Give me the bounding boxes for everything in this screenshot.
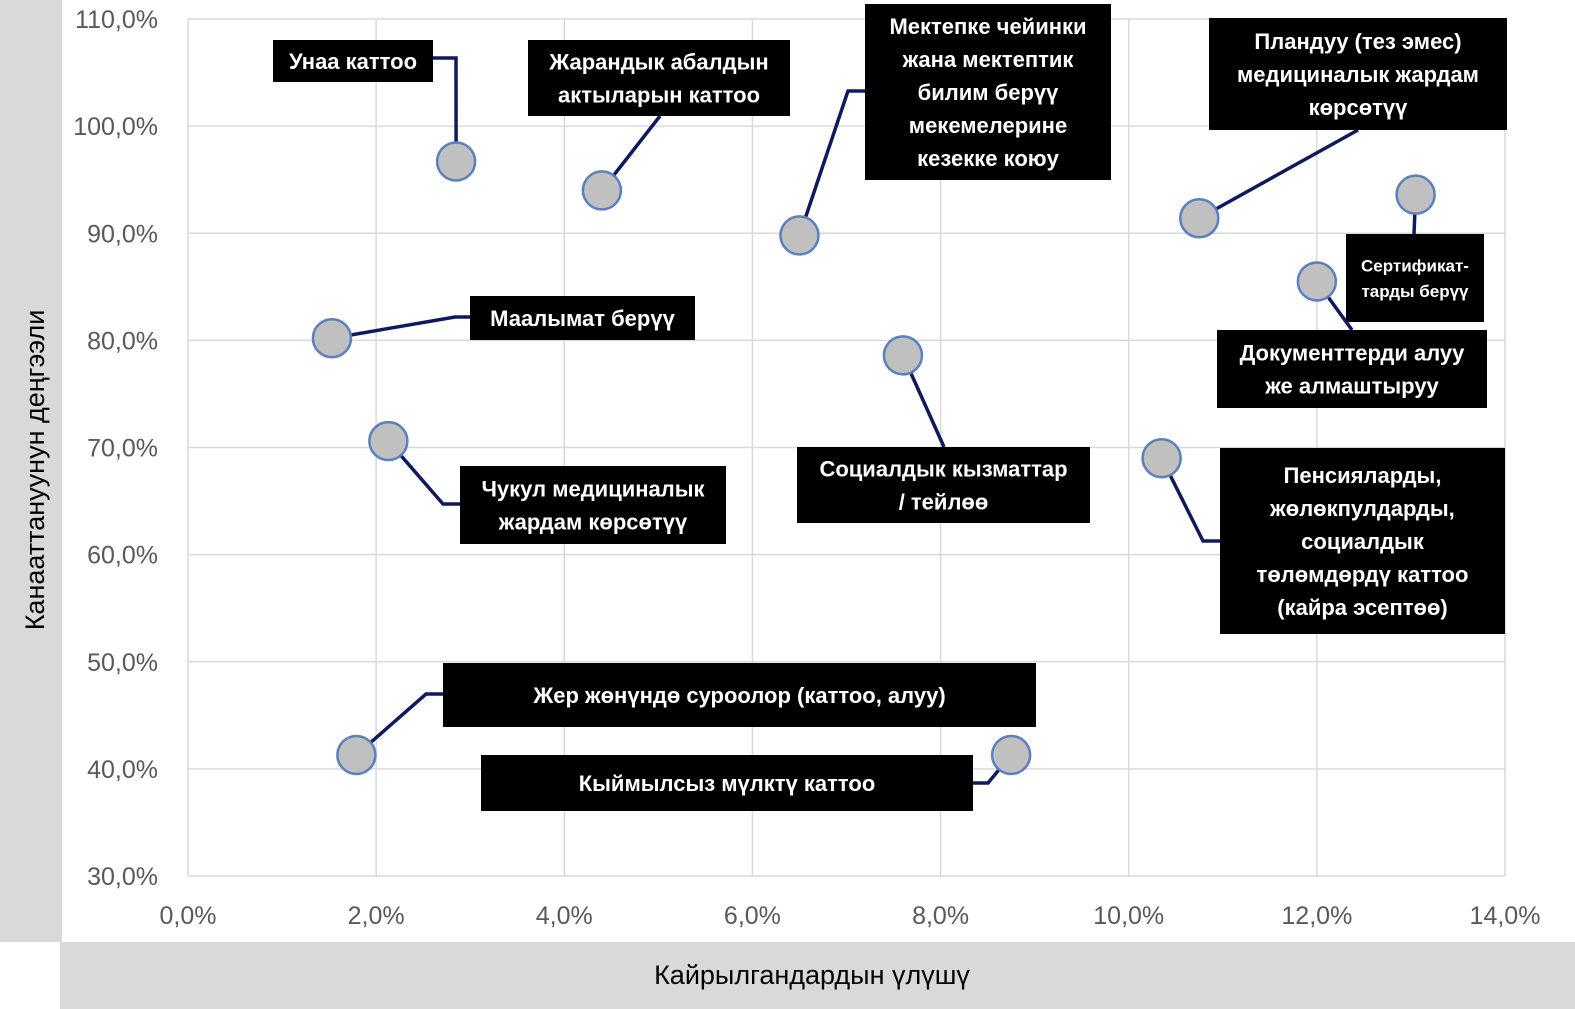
data-point bbox=[311, 317, 353, 359]
data-label-text: Чукул медициналык жардам көрсөтүүЧукул м… bbox=[481, 476, 705, 534]
y-tick-label: 40,0% bbox=[87, 756, 158, 784]
data-label: Социалдык кызматтар / тейлөөСоциалдык кы… bbox=[797, 447, 1090, 523]
data-label-text: Пландуу (тез эмес) медициналык жардам кө… bbox=[1237, 29, 1479, 120]
data-point bbox=[1296, 261, 1338, 302]
data-label-box bbox=[470, 296, 695, 340]
data-label-text: Кыймылсыз мүлктү каттооКыймылсыз мүлктү … bbox=[579, 771, 876, 796]
data-label: Пенсияларды, жөлөкпулдарды, социалдык тө… bbox=[1220, 448, 1505, 634]
data-point bbox=[1179, 198, 1220, 239]
data-label-text: Социалдык кызматтар / тейлөөСоциалдык кы… bbox=[819, 456, 1067, 514]
data-label-text: Сертификат-тарды берүүСертификат-тарды б… bbox=[1361, 256, 1469, 301]
data-label-box bbox=[1209, 18, 1507, 130]
data-label-box bbox=[797, 447, 1090, 523]
y-tick-label: 30,0% bbox=[87, 863, 158, 891]
data-label-box bbox=[1346, 234, 1484, 322]
data-label-text: Жер жөнүндө суроолор (каттоо, алуу)Жер ж… bbox=[532, 683, 945, 708]
x-tick-label: 2,0% bbox=[348, 902, 405, 930]
leader-line bbox=[797, 89, 865, 236]
data-point bbox=[581, 170, 623, 211]
data-point bbox=[1141, 437, 1182, 479]
y-axis-title: Канааттануунун деңгээли bbox=[20, 310, 50, 631]
leader-line bbox=[1198, 128, 1359, 220]
x-tick-label: 6,0% bbox=[724, 902, 781, 930]
data-label: Маалымат берүүМаалымат берүү bbox=[470, 296, 695, 340]
leader-line bbox=[387, 439, 460, 506]
data-point bbox=[882, 335, 924, 376]
data-label-box bbox=[1217, 330, 1487, 408]
data-label-box bbox=[443, 663, 1036, 727]
data-label-box bbox=[865, 4, 1111, 180]
y-tick-label: 90,0% bbox=[87, 220, 158, 248]
data-points bbox=[311, 141, 1436, 776]
data-label: Пландуу (тез эмес) медициналык жардам кө… bbox=[1209, 18, 1507, 130]
data-label-box bbox=[273, 40, 433, 82]
y-tick-label: 110,0% bbox=[75, 6, 158, 34]
data-point bbox=[990, 734, 1032, 776]
data-point bbox=[1395, 174, 1436, 215]
x-tick-labels: 0,0% 2,0% 4,0% 6,0% 8,0% 10,0% 12,0% 14,0% bbox=[160, 902, 1541, 930]
data-point bbox=[368, 420, 409, 462]
x-tick-label: 0,0% bbox=[160, 902, 217, 930]
data-label-text: Документтерди алуу же алмаштырууДокумент… bbox=[1240, 340, 1466, 398]
data-label: Чукул медициналык жардам көрсөтүүЧукул м… bbox=[460, 466, 726, 544]
y-axis-band bbox=[0, 0, 62, 942]
data-label-box bbox=[1220, 448, 1505, 634]
data-label-box bbox=[460, 466, 726, 544]
data-label: Жарандык абалдын актыларын каттоо Жаранды… bbox=[528, 40, 790, 116]
data-label-text: Унаа каттооУнаа каттоо bbox=[289, 49, 417, 74]
leader-line bbox=[331, 315, 470, 340]
x-tick-label: 8,0% bbox=[912, 902, 969, 930]
data-point bbox=[435, 141, 477, 182]
data-label-box bbox=[481, 755, 973, 811]
data-label-text: Жарандык абалдын актыларын каттоо Жаранды… bbox=[548, 49, 768, 107]
x-tick-label: 4,0% bbox=[536, 902, 593, 930]
data-label: Кыймылсыз мүлктү каттооКыймылсыз мүлктү … bbox=[481, 755, 973, 811]
x-tick-label: 14,0% bbox=[1470, 902, 1541, 930]
leader-line bbox=[1160, 457, 1220, 543]
y-tick-label: 100,0% bbox=[73, 113, 158, 141]
leader-line bbox=[355, 692, 443, 757]
data-label: Мектепке чейинки жана мектептик билим бе… bbox=[865, 4, 1111, 180]
data-label-text: Пенсияларды, жөлөкпулдарды, социалдык тө… bbox=[1257, 463, 1469, 620]
y-tick-label: 70,0% bbox=[87, 435, 158, 463]
data-labels: Унаа каттооУнаа каттоо Жарандык абалдын а… bbox=[273, 4, 1507, 811]
data-label-text: Мектепке чейинки жана мектептик билим бе… bbox=[889, 14, 1086, 171]
y-tick-label: 50,0% bbox=[87, 649, 158, 677]
x-tick-label: 12,0% bbox=[1281, 902, 1352, 930]
data-label: Сертификат-тарды берүүСертификат-тарды б… bbox=[1346, 234, 1484, 322]
data-label: Жер жөнүндө суроолор (каттоо, алуу)Жер ж… bbox=[443, 663, 1036, 727]
data-point bbox=[779, 215, 820, 256]
data-label-text: Маалымат берүүМаалымат берүү bbox=[490, 306, 675, 331]
data-label: Унаа каттооУнаа каттоо bbox=[273, 40, 433, 82]
leader-line bbox=[433, 56, 458, 162]
x-axis-title: Кайрылгандардын үлүшү bbox=[654, 960, 970, 990]
data-label: Документтерди алуу же алмаштырууДокумент… bbox=[1217, 330, 1487, 408]
data-point bbox=[336, 734, 377, 776]
y-tick-labels: 30,0% 40,0% 50,0% 60,0% 70,0% 80,0% 90,0% 100,0… bbox=[73, 6, 158, 891]
x-axis-band bbox=[60, 942, 1575, 1009]
y-tick-label: 60,0% bbox=[87, 542, 158, 570]
y-tick-label: 80,0% bbox=[87, 327, 158, 355]
x-tick-label: 10,0% bbox=[1093, 902, 1164, 930]
data-label-box bbox=[528, 40, 790, 116]
